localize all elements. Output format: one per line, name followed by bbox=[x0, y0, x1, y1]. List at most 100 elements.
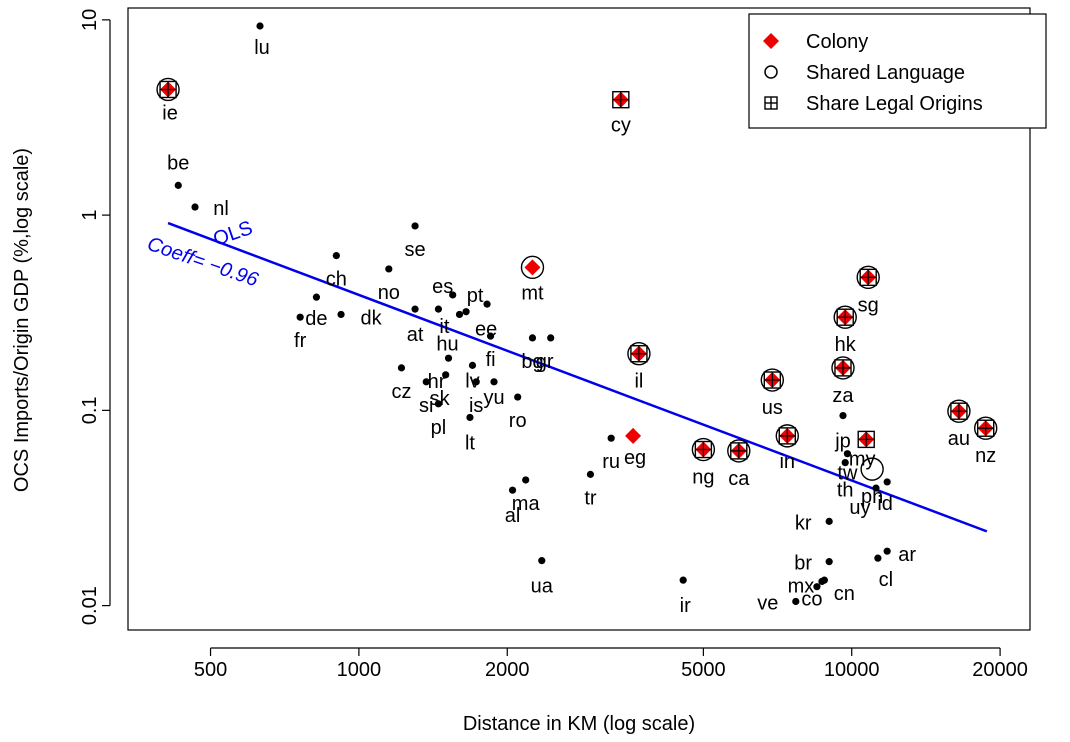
label-at: at bbox=[407, 324, 424, 346]
point-de bbox=[312, 293, 321, 301]
label-za: za bbox=[832, 385, 854, 407]
point-ua bbox=[538, 557, 546, 565]
point-lu bbox=[256, 22, 264, 30]
point-dot bbox=[841, 459, 849, 467]
label-ch: ch bbox=[326, 269, 347, 291]
label-si: si bbox=[419, 395, 433, 417]
ols-label: OLS bbox=[210, 217, 255, 251]
label-lu: lu bbox=[254, 37, 270, 59]
point-cn bbox=[820, 576, 828, 584]
label-lv: lv bbox=[465, 370, 479, 392]
point-at bbox=[411, 305, 419, 313]
label-tr: tr bbox=[584, 487, 597, 509]
label-in: in bbox=[779, 451, 795, 473]
y-tick-label: 10 bbox=[79, 9, 101, 31]
point-ro bbox=[514, 393, 522, 401]
point-dot bbox=[312, 293, 321, 301]
point-za bbox=[831, 356, 855, 380]
shared-language-marker bbox=[156, 77, 180, 102]
point-dot bbox=[462, 308, 470, 316]
point-dot bbox=[490, 378, 498, 386]
point-dot bbox=[385, 265, 393, 273]
point-pt bbox=[483, 300, 491, 308]
point-dot bbox=[872, 484, 880, 492]
label-sg: sg bbox=[858, 294, 879, 316]
point-dot bbox=[296, 313, 304, 321]
x-tick-label: 10000 bbox=[824, 659, 880, 681]
x-axis: 500 1000 2000 5000 10000 20000 bbox=[194, 647, 1028, 681]
legend-colony-marker bbox=[763, 33, 779, 49]
shared-language-marker bbox=[831, 356, 855, 380]
label-no: no bbox=[378, 282, 400, 304]
point-dot bbox=[486, 332, 495, 340]
label-de: de bbox=[305, 308, 327, 330]
label-hk: hk bbox=[835, 334, 857, 356]
x-tick-label: 5000 bbox=[681, 659, 726, 681]
label-au: au bbox=[948, 428, 970, 450]
point-nz bbox=[974, 416, 998, 440]
point-cz bbox=[397, 364, 406, 372]
x-tick-label: 1000 bbox=[337, 659, 382, 681]
label-id: id bbox=[877, 493, 893, 515]
point-dot bbox=[411, 305, 419, 313]
point-bg bbox=[528, 334, 537, 342]
label-nl: nl bbox=[213, 198, 229, 220]
shared-language-marker bbox=[856, 265, 880, 290]
point-dot bbox=[839, 412, 847, 420]
point-dot bbox=[332, 252, 340, 260]
point-th bbox=[841, 459, 849, 467]
point-ve bbox=[792, 597, 800, 606]
label-pt: pt bbox=[467, 285, 484, 307]
data-points bbox=[156, 22, 998, 606]
point-br bbox=[825, 558, 833, 566]
label-hr: hr bbox=[428, 371, 446, 393]
point-nl bbox=[191, 203, 199, 211]
point-sg bbox=[856, 265, 880, 290]
label-jp: jp bbox=[834, 431, 851, 453]
shared-language-marker bbox=[727, 439, 751, 463]
point-dot bbox=[843, 450, 852, 458]
y-tick-label: 0.01 bbox=[79, 586, 101, 625]
point-fr bbox=[296, 313, 304, 321]
label-it: it bbox=[439, 316, 449, 338]
point-ca bbox=[727, 439, 751, 463]
plot-area bbox=[127, 7, 1031, 631]
label-dk: dk bbox=[360, 307, 382, 329]
legend-colony-label: Colony bbox=[806, 31, 868, 53]
point-dot bbox=[483, 300, 491, 308]
point-dot bbox=[442, 371, 450, 379]
point-ph bbox=[860, 457, 884, 481]
label-my: my bbox=[849, 448, 876, 470]
point-dot bbox=[468, 361, 477, 369]
label-fi: fi bbox=[486, 349, 496, 371]
label-yu: yu bbox=[483, 387, 504, 409]
label-eg: eg bbox=[624, 447, 646, 469]
point-is bbox=[472, 378, 480, 386]
shared-language-marker bbox=[833, 305, 857, 329]
label-ua: ua bbox=[531, 576, 554, 598]
label-fr: fr bbox=[294, 330, 307, 352]
point-se bbox=[411, 222, 419, 230]
label-ee: ee bbox=[475, 319, 497, 341]
label-cz: cz bbox=[391, 381, 411, 403]
colony-marker bbox=[524, 259, 541, 276]
point-no bbox=[385, 265, 393, 273]
y-axis: 0.01 0.1 1 10 bbox=[79, 9, 111, 625]
point-dot bbox=[514, 393, 522, 401]
point-dot bbox=[792, 597, 800, 606]
legend-language-label: Shared Language bbox=[806, 62, 965, 84]
point-au bbox=[947, 399, 971, 423]
point-my bbox=[857, 430, 875, 449]
label-ng: ng bbox=[692, 467, 714, 489]
point-ru bbox=[607, 434, 615, 442]
label-br: br bbox=[794, 553, 812, 575]
point-dot bbox=[174, 181, 182, 189]
x-axis-title: Distance in KM (log scale) bbox=[463, 713, 695, 735]
legend-legal-label: Share Legal Origins bbox=[806, 93, 983, 115]
point-dot bbox=[434, 400, 443, 408]
point-es bbox=[449, 291, 457, 299]
label-tw: tw bbox=[837, 463, 858, 485]
point-ee bbox=[462, 308, 470, 316]
point-dot bbox=[508, 486, 517, 494]
